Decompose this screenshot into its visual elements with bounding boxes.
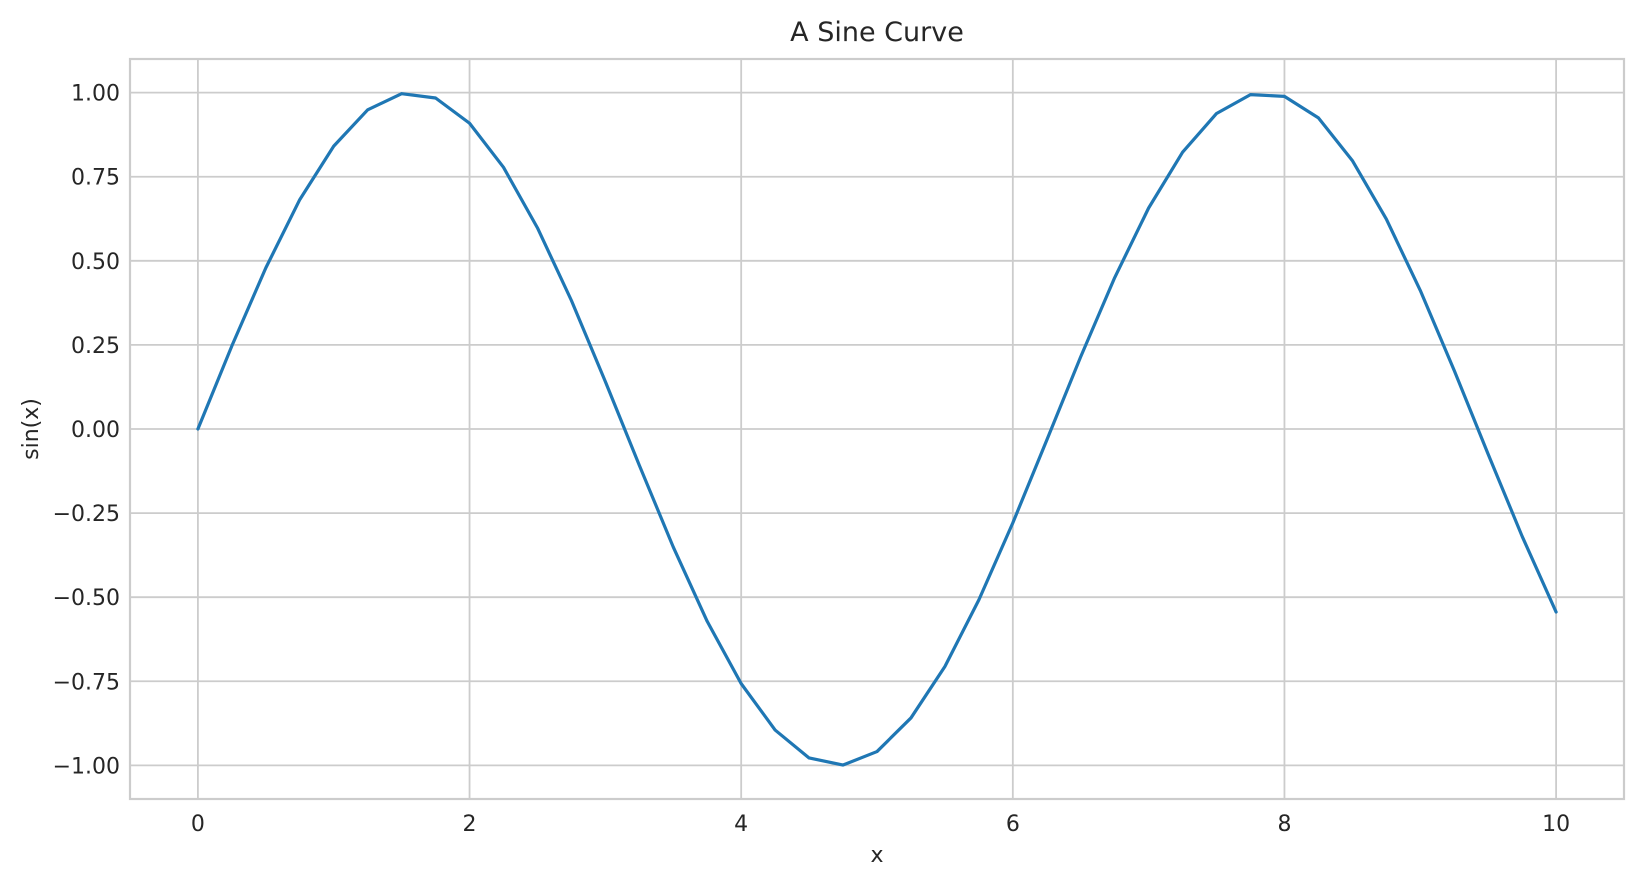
y-tick-label: 0.25 bbox=[71, 334, 120, 359]
y-tick-label: −1.00 bbox=[53, 754, 120, 779]
x-tick-label: 4 bbox=[734, 812, 748, 837]
plot-frame bbox=[128, 57, 1626, 801]
y-tick-label: −0.25 bbox=[53, 502, 120, 527]
x-tick-label: 8 bbox=[1277, 812, 1291, 837]
x-tick-label: 10 bbox=[1542, 812, 1570, 837]
y-tick-label: 0.75 bbox=[71, 166, 120, 191]
x-tick-label: 0 bbox=[191, 812, 205, 837]
y-axis-label: sin(x) bbox=[19, 398, 44, 460]
y-tick-label: 1.00 bbox=[71, 82, 120, 107]
chart-title: A Sine Curve bbox=[790, 17, 964, 48]
y-tick-label: −0.50 bbox=[53, 586, 120, 611]
x-tick-label: 2 bbox=[463, 812, 477, 837]
x-tick-label: 6 bbox=[1006, 812, 1020, 837]
series-layer bbox=[196, 92, 1558, 767]
y-tick-label: −0.75 bbox=[53, 670, 120, 695]
y-tick-label: 0.00 bbox=[71, 418, 120, 443]
x-axis-label: x bbox=[870, 843, 883, 868]
x-tick-labels: 0 2 4 6 8 10 bbox=[191, 812, 1570, 837]
y-tick-labels: 1.00 0.75 0.50 0.25 0.00 −0.25 −0.50 −0.75 −1.00 bbox=[53, 82, 120, 780]
series-line bbox=[196, 92, 1558, 767]
y-gridlines bbox=[130, 91, 1624, 767]
y-tick-label: 0.50 bbox=[71, 250, 120, 275]
